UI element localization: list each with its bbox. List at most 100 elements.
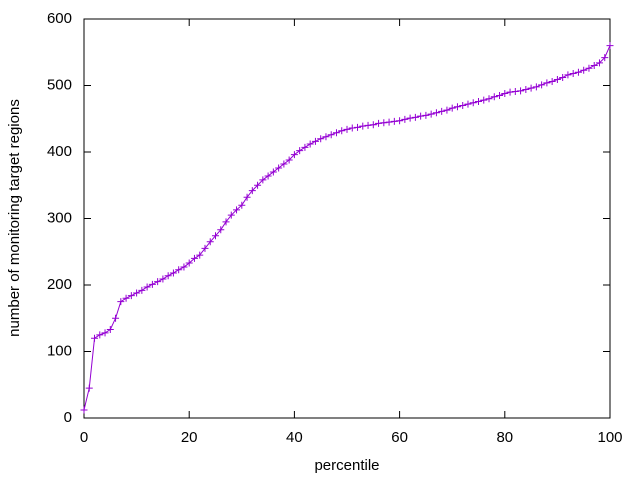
point-marker — [422, 111, 430, 119]
point-marker — [96, 331, 104, 339]
point-marker — [522, 85, 530, 93]
point-marker — [190, 254, 198, 262]
point-marker — [332, 129, 340, 137]
point-marker — [338, 127, 346, 135]
point-marker — [411, 113, 419, 121]
point-marker — [469, 99, 477, 107]
point-marker — [443, 106, 451, 114]
point-marker — [212, 232, 219, 240]
point-marker — [574, 68, 582, 76]
point-marker — [275, 164, 283, 172]
point-marker — [154, 278, 162, 286]
point-marker — [148, 280, 156, 288]
point-marker — [206, 238, 214, 246]
point-marker — [585, 64, 593, 72]
point-marker — [222, 218, 230, 226]
point-marker — [101, 329, 109, 337]
point-marker — [427, 110, 435, 118]
point-marker — [196, 251, 204, 259]
point-marker — [511, 87, 519, 95]
point-marker — [201, 244, 209, 252]
y-tick-label: 100 — [47, 342, 72, 359]
point-marker — [117, 298, 125, 306]
point-marker — [122, 294, 130, 302]
y-tick-label: 400 — [47, 143, 72, 160]
point-marker — [459, 101, 467, 109]
point-marker — [290, 151, 298, 159]
point-marker — [527, 84, 535, 92]
point-marker — [480, 96, 488, 104]
point-marker — [322, 133, 330, 141]
point-marker — [164, 272, 172, 280]
point-marker — [248, 187, 256, 195]
point-marker — [564, 71, 572, 79]
x-tick-label: 60 — [391, 429, 408, 446]
point-marker — [180, 263, 188, 271]
point-marker — [496, 91, 504, 99]
x-tick-label: 20 — [181, 429, 198, 446]
point-marker — [548, 78, 556, 86]
y-tick-label: 0 — [64, 409, 72, 426]
point-marker — [601, 54, 609, 62]
point-marker — [538, 81, 546, 89]
point-marker — [506, 88, 514, 96]
point-marker — [91, 334, 99, 342]
point-marker — [80, 406, 88, 414]
plot-border — [83, 18, 611, 419]
point-marker — [317, 135, 325, 143]
point-marker — [559, 74, 567, 82]
point-marker — [475, 97, 482, 105]
point-marker — [296, 147, 304, 155]
point-marker — [106, 326, 114, 334]
point-marker — [233, 206, 241, 214]
point-marker — [390, 117, 398, 125]
point-marker — [580, 66, 588, 74]
point-marker — [375, 119, 383, 127]
point-marker — [264, 172, 272, 180]
point-marker — [227, 211, 235, 219]
point-marker — [127, 292, 135, 300]
point-marker — [311, 137, 319, 145]
point-marker — [432, 109, 440, 117]
point-marker — [448, 104, 456, 112]
point-marker — [306, 140, 314, 148]
point-marker — [143, 283, 151, 291]
point-marker — [259, 176, 267, 184]
point-marker — [501, 89, 509, 97]
y-tick-label: 300 — [47, 209, 72, 226]
point-marker — [485, 95, 493, 103]
point-marker — [280, 160, 288, 168]
point-marker — [217, 226, 225, 234]
point-marker — [453, 103, 461, 111]
data-line — [83, 45, 611, 411]
x-tick-label: 80 — [496, 429, 513, 446]
x-axis-label: percentile — [314, 457, 379, 474]
point-marker — [359, 122, 367, 130]
x-tick-label: 40 — [286, 429, 303, 446]
point-marker — [301, 143, 309, 151]
point-marker — [169, 269, 177, 277]
point-marker — [464, 100, 472, 108]
point-marker — [348, 124, 356, 132]
point-marker — [238, 201, 246, 209]
y-tick-label: 200 — [47, 276, 72, 293]
point-marker — [590, 62, 598, 70]
point-marker — [369, 121, 377, 129]
point-marker — [401, 115, 409, 123]
point-marker — [159, 275, 167, 283]
y-tick-label: 500 — [47, 76, 72, 93]
point-marker — [385, 118, 393, 126]
point-marker — [532, 83, 540, 91]
point-marker — [254, 181, 262, 189]
point-marker — [553, 76, 561, 84]
point-marker — [343, 125, 351, 133]
point-marker — [133, 289, 141, 297]
point-marker — [543, 79, 551, 87]
point-marker — [354, 123, 362, 131]
point-marker — [175, 266, 183, 274]
point-marker — [396, 117, 404, 125]
x-tick-label: 0 — [80, 429, 88, 446]
point-marker — [417, 112, 425, 120]
point-marker — [606, 42, 614, 50]
